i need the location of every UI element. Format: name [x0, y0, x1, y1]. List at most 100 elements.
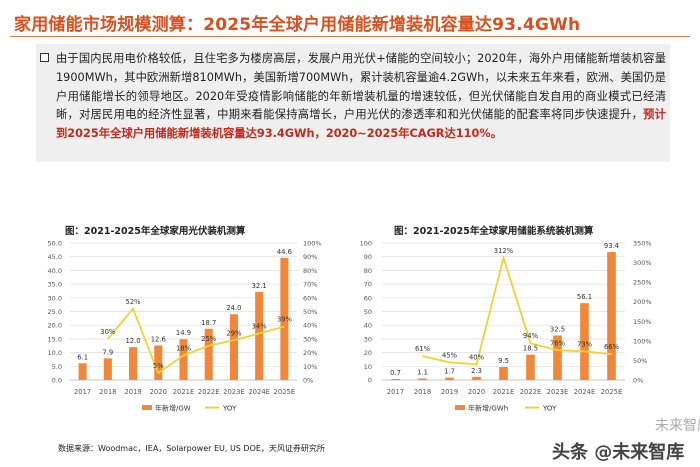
chart1-xtick: 2019 [441, 388, 458, 396]
chart1-bar-label: 18.5 [523, 345, 538, 353]
page-title: 家用储能市场规模测算：2025年全球户用储能新增装机容量达93.4GWh [14, 15, 581, 35]
chart0-ytick-left: 40.0 [48, 267, 62, 275]
chart1-bar [580, 303, 589, 380]
chart1-ytick-right: 250% [633, 279, 652, 287]
chart1-xtick: 2023E [547, 388, 569, 396]
chart1-yoy-label: 66% [604, 343, 620, 351]
chart1-ytick-left: 70 [364, 281, 372, 289]
chart1-bar [526, 354, 535, 380]
chart0-yoy-label: 39% [277, 316, 293, 324]
chart1-bar [418, 378, 427, 380]
chart0-bar [154, 345, 163, 380]
chart1-ytick-right: 200% [633, 298, 652, 306]
chart1-yoy-label: 312% [494, 247, 514, 255]
chart0-ytick-right: 80% [303, 267, 317, 275]
chart0-xtick: 2017 [74, 388, 91, 396]
chart1-ytick-right: 350% [633, 240, 652, 248]
checkbox-bullet-icon [40, 53, 49, 62]
chart1-xtick: 2021E [493, 388, 515, 396]
chart1-ytick-right: 150% [633, 318, 652, 326]
chart1-ytick-right: 300% [633, 259, 652, 267]
chart0-yoy-line [107, 307, 285, 375]
chart1-bar [391, 379, 400, 380]
chart0-ytick-right: 50% [303, 308, 317, 316]
chart0-bar-label: 7.9 [102, 348, 113, 356]
source-note: 数据来源：Woodmac，IEA，Solarpower EU, US DOE，天… [58, 444, 325, 453]
chart0-yoy-label: 30% [100, 328, 116, 336]
chart0-xtick: 2023E [223, 388, 245, 396]
chart1-xtick: 2022E [520, 388, 542, 396]
chart1-xtick: 2020 [468, 388, 485, 396]
chart0-xtick: 2025E [274, 388, 296, 396]
chart1-ytick-left: 100 [360, 240, 372, 248]
chart0-bar [103, 358, 112, 380]
chart0-yoy-label: 18% [176, 344, 192, 352]
chart1-bar [472, 376, 481, 380]
chart0-bar [255, 292, 264, 380]
chart0-yoy-label: 25% [201, 335, 217, 343]
watermark-background [540, 434, 700, 467]
title-divider [10, 36, 690, 37]
chart1-yoy-label: 40% [469, 353, 485, 361]
chart0-yoy-label: 29% [226, 329, 242, 337]
chart0-bar-label: 14.9 [176, 329, 191, 337]
chart0-ytick-left: 10.0 [48, 349, 62, 357]
chart0-ytick-left: 35.0 [48, 281, 62, 289]
chart0-xtick: 2018 [99, 388, 116, 396]
chart1-ytick-left: 80 [364, 267, 372, 275]
chart1-legend-bar-label: 年新增/GWh [468, 404, 508, 413]
chart1-yoy-label: 73% [577, 340, 593, 348]
chart0-ytick-right: 60% [303, 294, 317, 302]
chart1-bar [499, 366, 508, 380]
chart0-bar-label: 12.0 [125, 337, 140, 345]
chart1-ytick-left: 40 [364, 322, 372, 330]
chart0-bar [129, 347, 138, 380]
chart0-bar [229, 314, 238, 380]
chart0-bar-label: 12.6 [151, 335, 166, 343]
chart0-xtick: 2021E [173, 388, 195, 396]
chart1-legend-line-label: YOY [542, 405, 557, 413]
watermark-faint: 未来智库 [655, 418, 700, 434]
chart0-bar [280, 257, 289, 380]
chart1-bar [553, 335, 562, 380]
chart1-yoy-label: 76% [550, 339, 566, 347]
chart0-ytick-left: 50.0 [48, 240, 62, 248]
chart0-ytick-left: 25.0 [48, 308, 62, 316]
chart0-xtick: 2020 [150, 388, 167, 396]
chart0-bar-label: 18.7 [201, 319, 216, 327]
chart0-ytick-left: 15.0 [48, 335, 62, 343]
watermark: 头条 @未来智库 [552, 442, 685, 463]
chart1-ytick-right: 100% [633, 337, 652, 345]
chart1-xtick: 2018 [414, 388, 431, 396]
chart1-yoy-line [422, 254, 612, 366]
chart1-bar-label: 0.7 [390, 369, 401, 377]
chart1-ytick-left: 90 [364, 253, 372, 261]
chart1-bar-label: 1.7 [444, 368, 455, 376]
chart1-legend-bar-swatch [455, 405, 465, 410]
chart0-ytick-right: 10% [303, 363, 317, 371]
chart1-xtick: 2017 [387, 388, 404, 396]
chart1-ytick-right: 0% [633, 377, 643, 385]
chart0-ytick-left: 30.0 [48, 294, 62, 302]
chart1-bar-label: 56.1 [577, 293, 592, 301]
chart0-legend-line-label: YOY [222, 405, 237, 413]
chart1-bar-label: 9.5 [498, 357, 509, 365]
chart1-ytick-left: 50 [364, 308, 372, 316]
chart1-ytick-left: 20 [364, 349, 372, 357]
chart0-bar-label: 32.1 [252, 282, 267, 290]
chart1-bar-label: 2.3 [471, 367, 482, 375]
summary-text-normal: 由于国内民用电价格较低，且住宅多为楼房高层，发展户用光伏+储能的空间较小；202… [56, 52, 666, 122]
chart1-yoy-label: 61% [415, 345, 431, 353]
chart1-yoy-label: 45% [442, 351, 458, 359]
chart0-ytick-left: 5.0 [52, 363, 62, 371]
summary-box [36, 44, 670, 162]
chart1-ytick-left: 60 [364, 294, 372, 302]
summary-paragraph: 由于国内民用电价格较低，且住宅多为楼房高层，发展户用光伏+储能的空间较小；202… [56, 50, 666, 144]
chart-title-pv: 图：2021-2025年全球家用光伏装机测算 [65, 226, 246, 237]
chart0-ytick-left: 45.0 [48, 253, 62, 261]
chart0-bar [78, 363, 87, 380]
chart0-bar-label: 24.0 [226, 304, 241, 312]
chart0-xtick: 2022E [198, 388, 220, 396]
chart0-bar-label: 6.1 [77, 353, 88, 361]
chart1-bar [445, 377, 454, 380]
